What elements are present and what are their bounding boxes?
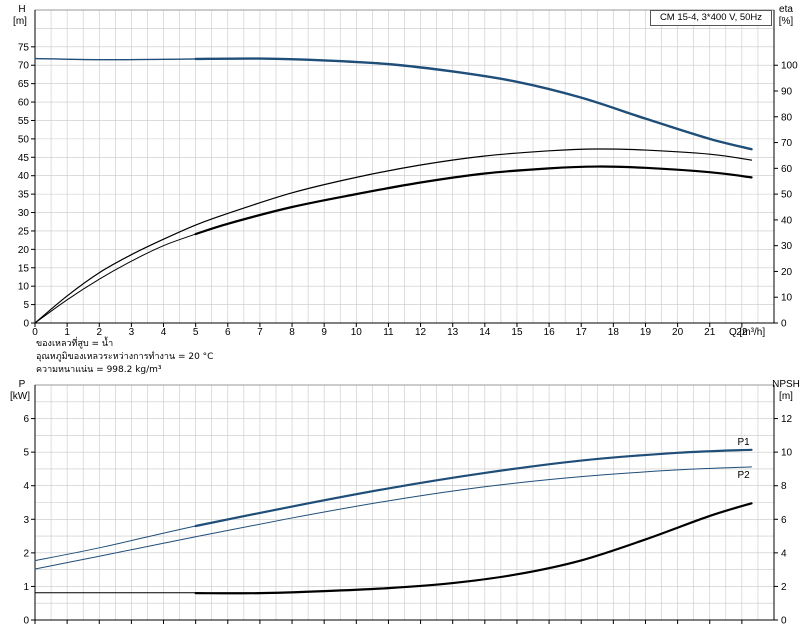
y-tick-label: 2 xyxy=(23,548,29,559)
x-tick-label: 12 xyxy=(415,327,427,338)
x-tick-label: 15 xyxy=(511,327,523,338)
note-temperature: อุณหภูมิของเหลวระหว่างการทำงาน = 20 °C xyxy=(36,352,214,362)
y-tick-label: 5 xyxy=(23,448,29,459)
note-density: ความหนาแน่น = 998.2 kg/m³ xyxy=(36,365,162,375)
x-axis-label: Q [m³/h] xyxy=(729,327,765,338)
y-tick-label: 6 xyxy=(23,414,29,425)
y2-tick-label: 80 xyxy=(781,112,793,123)
y-tick-label: 1 xyxy=(23,582,29,593)
y2-tick-label: 12 xyxy=(781,414,793,425)
x-tick-label: 10 xyxy=(351,327,363,338)
x-tick-label: 4 xyxy=(161,327,167,338)
series-line xyxy=(194,502,753,595)
y-tick-label: 20 xyxy=(18,245,30,256)
series-line xyxy=(194,448,753,528)
x-tick-label: 0 xyxy=(32,327,38,338)
series-label-p2: P2 xyxy=(738,470,751,481)
series-line xyxy=(194,57,753,151)
y-tick-label: 50 xyxy=(18,134,30,145)
y-tick-label: 25 xyxy=(18,226,30,237)
y2-tick-label: 100 xyxy=(781,61,798,72)
x-tick-label: 17 xyxy=(576,327,588,338)
x-tick-label: 8 xyxy=(289,327,295,338)
y2-tick-label: 40 xyxy=(781,215,793,226)
y2-tick-label: 6 xyxy=(781,515,787,526)
series-line xyxy=(194,165,753,236)
x-tick-label: 16 xyxy=(544,327,556,338)
y-tick-label: 3 xyxy=(23,515,29,526)
series-line xyxy=(34,466,753,570)
y-tick-label: 55 xyxy=(18,116,30,127)
series-label-p1: P1 xyxy=(738,437,751,448)
x-tick-label: 6 xyxy=(225,327,231,338)
y2-tick-label: 70 xyxy=(781,138,793,149)
y-tick-label: 5 xyxy=(23,300,29,311)
y2-tick-label: 60 xyxy=(781,164,793,175)
y-tick-label: 65 xyxy=(18,79,30,90)
x-tick-label: 2 xyxy=(96,327,102,338)
y-axis-label: P xyxy=(19,379,26,390)
series-line xyxy=(34,57,753,150)
y-tick-label: 70 xyxy=(18,61,30,72)
y2-tick-label: 0 xyxy=(781,616,787,627)
y-tick-label: 10 xyxy=(18,282,30,293)
y2-axis-label: [m] xyxy=(779,391,793,402)
x-tick-label: 22 xyxy=(736,327,748,338)
x-tick-label: 19 xyxy=(640,327,652,338)
y-tick-label: 40 xyxy=(18,171,30,182)
y2-tick-label: 30 xyxy=(781,241,793,252)
note-liquid: ของเหลวที่สูบ = น้ำ xyxy=(36,339,114,349)
y2-tick-label: 2 xyxy=(781,582,787,593)
series-line xyxy=(34,233,197,324)
y2-axis-label: [%] xyxy=(779,16,794,27)
y-axis-label: H xyxy=(18,4,25,15)
x-tick-label: 14 xyxy=(479,327,491,338)
y2-tick-label: 8 xyxy=(781,481,787,492)
y-axis-label: [kW] xyxy=(10,391,30,402)
x-tick-label: 3 xyxy=(129,327,135,338)
y2-tick-label: 20 xyxy=(781,267,793,278)
y2-tick-label: 4 xyxy=(781,548,787,559)
x-tick-label: 7 xyxy=(257,327,263,338)
y-tick-label: 0 xyxy=(23,616,29,627)
x-tick-label: 21 xyxy=(704,327,716,338)
y2-axis-label: eta xyxy=(779,4,793,15)
x-tick-label: 9 xyxy=(321,327,327,338)
y-tick-label: 0 xyxy=(23,319,29,330)
x-tick-label: 20 xyxy=(672,327,684,338)
y-tick-label: 30 xyxy=(18,208,30,219)
y2-axis-label: NPSH xyxy=(772,379,800,390)
chart-title: CM 15-4, 3*400 V, 50Hz xyxy=(650,10,772,26)
y2-tick-label: 10 xyxy=(781,448,793,459)
x-tick-label: 5 xyxy=(193,327,199,338)
x-tick-label: 11 xyxy=(383,327,394,338)
y2-tick-label: 50 xyxy=(781,190,793,201)
y-tick-label: 45 xyxy=(18,153,30,164)
y-tick-label: 75 xyxy=(18,42,30,53)
y2-tick-label: 90 xyxy=(781,87,793,98)
y-tick-label: 15 xyxy=(18,263,30,274)
x-tick-label: 18 xyxy=(608,327,620,338)
y2-tick-label: 0 xyxy=(781,319,787,330)
x-tick-label: 13 xyxy=(447,327,459,338)
y-axis-label: [m] xyxy=(13,16,27,27)
y-tick-label: 60 xyxy=(18,98,30,109)
y-tick-label: 4 xyxy=(23,481,29,492)
series-line xyxy=(34,449,753,562)
y2-tick-label: 10 xyxy=(781,293,793,304)
x-tick-label: 1 xyxy=(64,327,70,338)
y-tick-label: 35 xyxy=(18,190,30,201)
series-line xyxy=(34,148,753,324)
